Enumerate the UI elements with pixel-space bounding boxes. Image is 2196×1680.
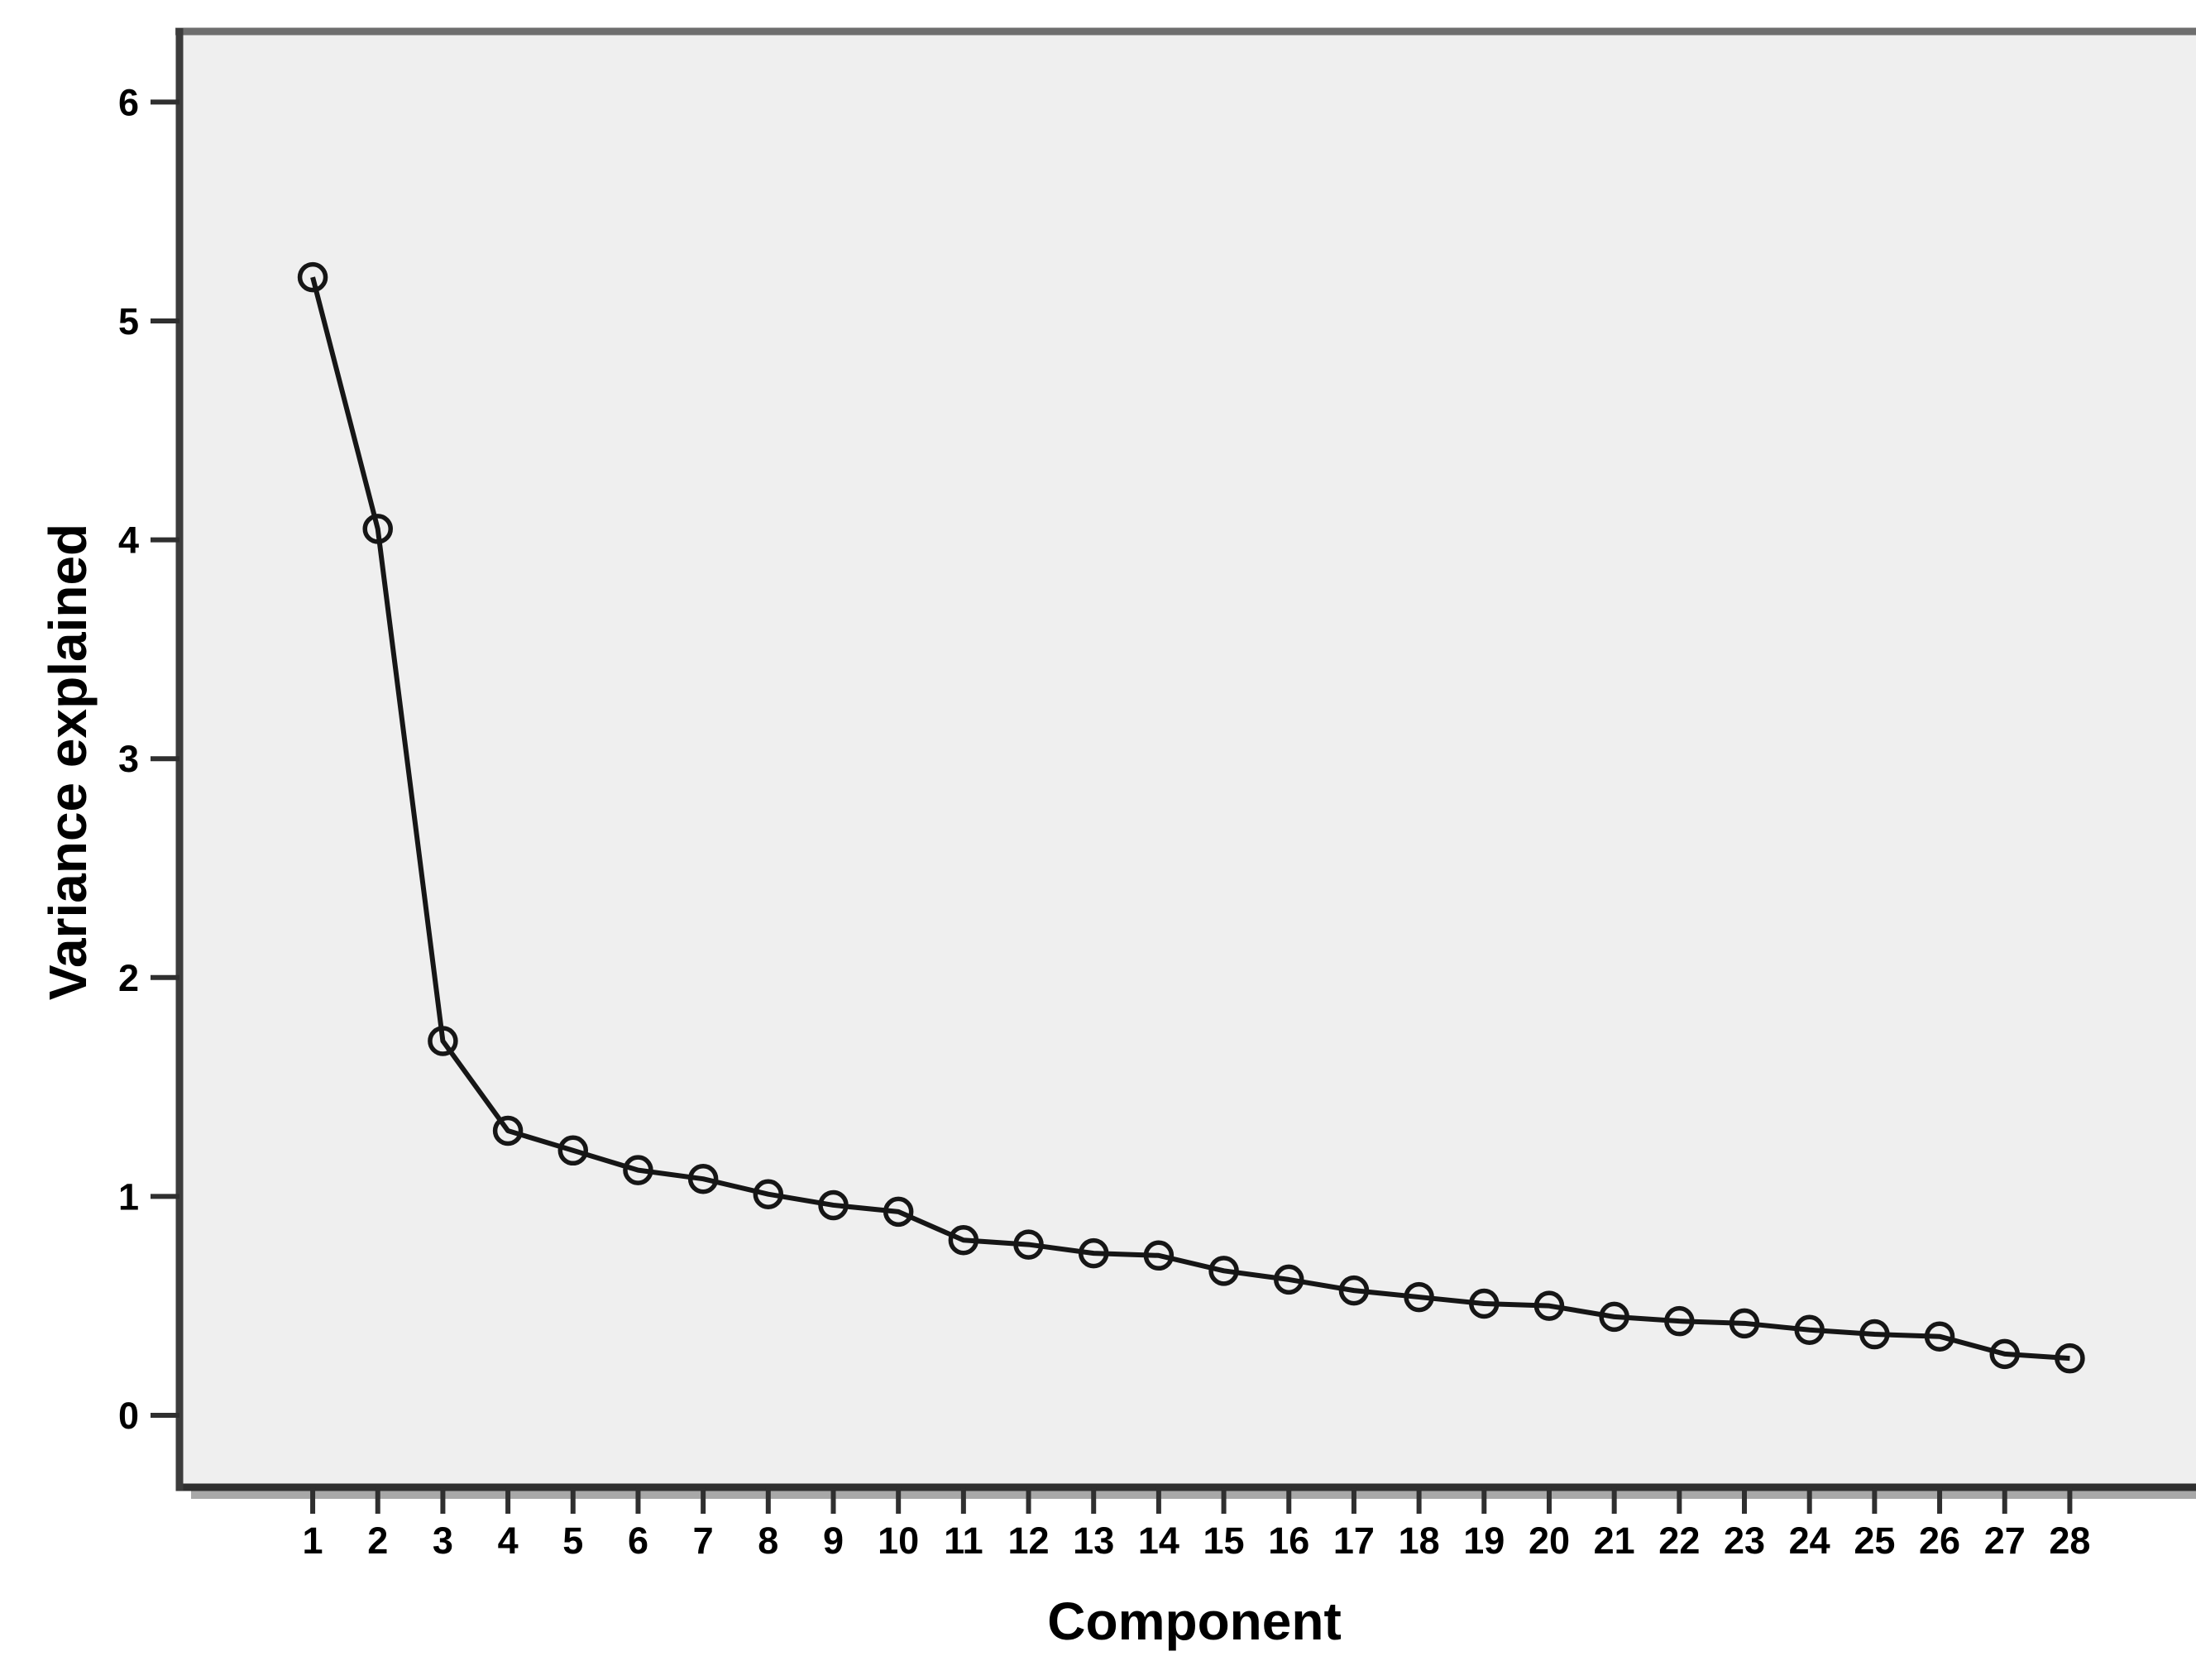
x-tick-label-12: 12 [1008,1520,1050,1562]
data-point-28 [2055,1343,2085,1374]
x-tick-label-15: 15 [1203,1520,1245,1562]
y-axis: 0 1 2 3 4 5 6 [118,81,179,1437]
x-tick-label-20: 20 [1529,1520,1570,1562]
data-point-9 [818,1189,849,1221]
data-point-15 [1208,1256,1239,1286]
x-tick-label-10: 10 [878,1520,919,1562]
x-tick-label-2: 2 [367,1520,388,1562]
data-point-7 [687,1163,719,1194]
data-point-16 [1274,1264,1304,1295]
x-tick-label-17: 17 [1333,1520,1375,1562]
data-point-11 [948,1225,979,1256]
series-line [310,276,2070,1362]
x-tick-label-26: 26 [1919,1520,1960,1562]
x-tick-label-14: 14 [1138,1520,1179,1562]
x-tick-label-19: 19 [1463,1520,1505,1562]
y-tick-label-6: 6 [118,81,139,123]
x-tick-label-27: 27 [1984,1520,2026,1562]
x-tick-label-8: 8 [758,1520,778,1562]
y-tick-label-4: 4 [118,519,139,562]
data-point-10 [883,1196,914,1228]
x-axis: 1 2 3 4 5 6 7 8 9 10 11 12 13 14 15 16 17 18 19 20 21 22 23 24 2… [303,1487,2090,1562]
data-point-20 [1533,1290,1565,1321]
y-tick-label-3: 3 [118,738,139,780]
x-tick-label-22: 22 [1658,1520,1700,1562]
y-tick-label-2: 2 [118,957,139,999]
data-point-25 [1859,1319,1890,1350]
data-point-23 [1729,1308,1760,1339]
x-tick-label-24: 24 [1789,1520,1830,1562]
data-point-13 [1078,1237,1109,1269]
x-tick-label-7: 7 [693,1520,714,1562]
y-tick-label-5: 5 [118,300,139,342]
data-series [297,261,2085,1374]
data-point-19 [1469,1288,1500,1319]
data-point-5 [557,1135,589,1166]
data-point-12 [1013,1229,1044,1260]
data-point-6 [623,1155,653,1185]
data-point-22 [1664,1305,1695,1337]
y-tick-label-1: 1 [118,1175,139,1218]
data-point-17 [1338,1275,1370,1306]
x-tick-label-28: 28 [2049,1520,2090,1562]
x-tick-label-21: 21 [1594,1520,1635,1562]
x-tick-label-11: 11 [944,1520,983,1562]
data-point-26 [1924,1321,1955,1352]
x-tick-label-3: 3 [433,1520,453,1562]
data-point-4 [492,1115,524,1146]
data-point-18 [1404,1281,1434,1313]
data-point-14 [1143,1240,1175,1271]
x-tick-label-9: 9 [823,1520,844,1562]
data-point-24 [1794,1314,1825,1346]
x-tick-label-25: 25 [1854,1520,1895,1562]
data-point-1 [297,261,328,293]
x-tick-label-5: 5 [562,1520,583,1562]
x-tick-label-6: 6 [628,1520,648,1562]
data-point-8 [753,1179,784,1209]
x-tick-label-16: 16 [1268,1520,1309,1562]
data-point-27 [1989,1338,2020,1370]
x-tick-label-4: 4 [498,1520,519,1562]
y-tick-label-0: 0 [118,1395,139,1437]
plot-area-background [175,27,2196,1491]
x-axis-title: Component [1047,1591,1342,1651]
x-tick-label-13: 13 [1073,1520,1114,1562]
data-point-3 [428,1026,458,1056]
x-tick-label-18: 18 [1399,1520,1440,1562]
data-point-21 [1599,1301,1629,1333]
x-tick-label-23: 23 [1724,1520,1765,1562]
y-axis-title: Variance explained [38,524,98,1000]
x-tick-label-1: 1 [303,1520,323,1562]
data-point-2 [362,514,393,544]
